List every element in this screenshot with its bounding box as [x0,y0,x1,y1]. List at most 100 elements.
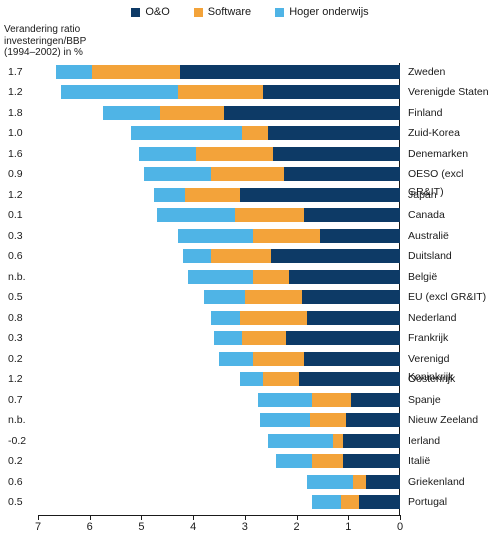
bar-row [38,145,400,163]
x-tick [297,515,298,520]
bar-row [38,124,400,142]
ratio-label: 0.1 [4,206,38,224]
stacked-bar [276,454,400,468]
bar-segment-oo [346,413,400,427]
stacked-bar [139,147,400,161]
bar-segment-hedu [240,372,263,386]
x-tick-label: 3 [242,521,248,533]
ratio-label: 0.6 [4,247,38,265]
country-label: Portugal [402,493,496,511]
bar-segment-hedu [61,85,177,99]
bar-row [38,391,400,409]
bar-segment-sw [92,65,180,79]
country-label: Verenigde Staten [402,83,496,101]
bar-segment-hedu [204,290,245,304]
stacked-bar [214,331,400,345]
stacked-bar [178,229,400,243]
legend-swatch-sw [194,8,203,17]
ratio-label: -0.2 [4,432,38,450]
bar-row [38,247,400,265]
country-label: Italië [402,452,496,470]
bar-segment-oo [271,249,400,263]
bar-segment-hedu [154,188,185,202]
legend-swatch-oo [131,8,140,17]
legend-swatch-hedu [275,8,284,17]
bar-segment-hedu [56,65,92,79]
stacked-bar [258,393,400,407]
country-label: Duitsland [402,247,496,265]
x-tick-label: 7 [35,521,41,533]
bar-segment-sw [242,331,286,345]
bar-segment-sw [312,393,351,407]
country-label: EU (excl GR&IT) [402,288,496,306]
country-label: OESO (excl GR&IT) [402,165,496,183]
bar-segment-hedu [260,413,309,427]
x-tick-label: 5 [138,521,144,533]
bar-segment-oo [289,270,400,284]
ratio-label: 0.6 [4,473,38,491]
ratio-label: 0.2 [4,350,38,368]
bar-segment-oo [304,352,400,366]
bar-row [38,206,400,224]
bar-segment-sw [312,454,343,468]
country-label: Zuid-Korea [402,124,496,142]
country-label: Zweden [402,63,496,81]
bar-segment-hedu [307,475,354,489]
stacked-bar [157,208,400,222]
bar-segment-oo [268,126,400,140]
stacked-bar [56,65,400,79]
x-tick-label: 4 [190,521,196,533]
x-tick [245,515,246,520]
bar-segment-sw [178,85,263,99]
x-axis-baseline [38,515,400,516]
plot-area [38,63,400,515]
ratio-label: 1.6 [4,145,38,163]
stacked-bar [183,249,400,263]
bar-segment-hedu [312,495,340,509]
bar-row [38,493,400,511]
ratio-label: 1.8 [4,104,38,122]
legend-item-oo: O&O [131,6,169,18]
country-label: Oostenrijk [402,370,496,388]
bar-row [38,165,400,183]
bar-segment-sw [341,495,359,509]
ratio-label: 0.8 [4,309,38,327]
bar-segment-sw [253,270,289,284]
x-tick-label: 1 [345,521,351,533]
ratio-label: 0.9 [4,165,38,183]
bar-row [38,309,400,327]
bar-segment-oo [299,372,400,386]
country-label: Nieuw Zeeland [402,411,496,429]
x-tick [400,515,401,520]
bar-row [38,83,400,101]
bar-segment-oo [284,167,400,181]
x-tick [348,515,349,520]
bar-segment-hedu [103,106,160,120]
bar-row [38,268,400,286]
bar-row [38,411,400,429]
country-label: Denemarken [402,145,496,163]
bar-segment-sw [235,208,305,222]
bar-segment-oo [351,393,400,407]
ratio-label: 0.3 [4,329,38,347]
bar-segment-sw [211,167,283,181]
stacked-bar [268,434,400,448]
stacked-bar [131,126,400,140]
country-label: Verenigd Koninkrijk [402,350,496,368]
bar-segment-hedu [131,126,242,140]
chart-area: 1.71.21.81.01.60.91.20.10.30.6n.b.0.50.8… [4,63,496,535]
stacked-bar [154,188,400,202]
ratio-label: 1.0 [4,124,38,142]
bar-segment-oo [180,65,400,79]
stacked-bar [188,270,400,284]
legend-item-hedu: Hoger onderwijs [275,6,368,18]
bar-segment-sw [245,290,302,304]
country-label: België [402,268,496,286]
stacked-bar [240,372,400,386]
ratio-label: 0.5 [4,288,38,306]
legend: O&OSoftwareHoger onderwijs [4,6,496,18]
x-tick [193,515,194,520]
bar-segment-hedu [276,454,312,468]
bar-row [38,329,400,347]
ratio-label: 1.7 [4,63,38,81]
